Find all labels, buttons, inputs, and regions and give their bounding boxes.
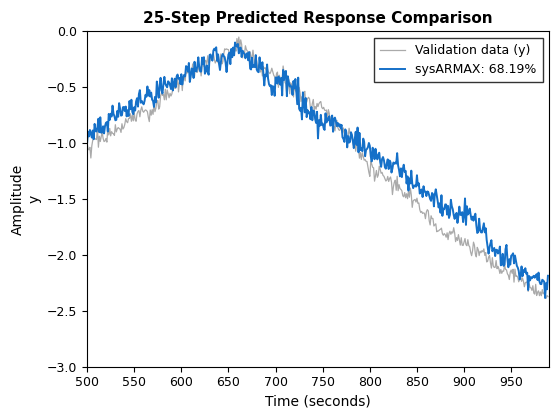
sysARMAX: 68.19%: (986, -2.39): 68.19%: (986, -2.39) <box>542 296 548 301</box>
sysARMAX: 68.19%: (963, -2.14): 68.19%: (963, -2.14) <box>520 268 527 273</box>
sysARMAX: 68.19%: (500, -1): 68.19%: (500, -1) <box>84 141 91 146</box>
sysARMAX: 68.19%: (989, -2.19): 68.19%: (989, -2.19) <box>544 273 551 278</box>
Validation data (y) <box>314 101 320 106</box>
Title: 25-Step Predicted Response Comparison: 25-Step Predicted Response Comparison <box>143 11 493 26</box>
sysARMAX: 68.19%: (744, -0.719): 68.19%: (744, -0.719) <box>314 109 320 114</box>
Validation data (y) <box>417 210 424 215</box>
Validation data (y) <box>543 296 549 301</box>
sysARMAX: 68.19%: (879, -1.59): 68.19%: (879, -1.59) <box>441 207 447 212</box>
Line: Validation data (y): Validation data (y) <box>87 37 548 298</box>
Line: sysARMAX: 68.19%: sysARMAX: 68.19% <box>87 42 548 298</box>
X-axis label: Time (seconds): Time (seconds) <box>265 395 371 409</box>
sysARMAX: 68.19%: (780, -0.902): 68.19%: (780, -0.902) <box>348 130 354 135</box>
Y-axis label: Amplitude
y: Amplitude y <box>11 163 41 235</box>
sysARMAX: 68.19%: (854, -1.42): 68.19%: (854, -1.42) <box>417 188 424 193</box>
sysARMAX: 68.19%: (657, -0.099): 68.19%: (657, -0.099) <box>232 40 239 45</box>
Validation data (y) <box>84 141 91 146</box>
sysARMAX: 68.19%: (787, -0.86): 68.19%: (787, -0.86) <box>354 125 361 130</box>
Validation data (y) <box>354 139 361 144</box>
Validation data (y) <box>441 231 447 236</box>
Validation data (y) <box>544 294 551 299</box>
Validation data (y) <box>348 130 354 135</box>
Legend: Validation data (y), sysARMAX: 68.19%: Validation data (y), sysARMAX: 68.19% <box>374 38 543 82</box>
Validation data (y) <box>520 279 527 284</box>
Validation data (y) <box>235 34 242 39</box>
